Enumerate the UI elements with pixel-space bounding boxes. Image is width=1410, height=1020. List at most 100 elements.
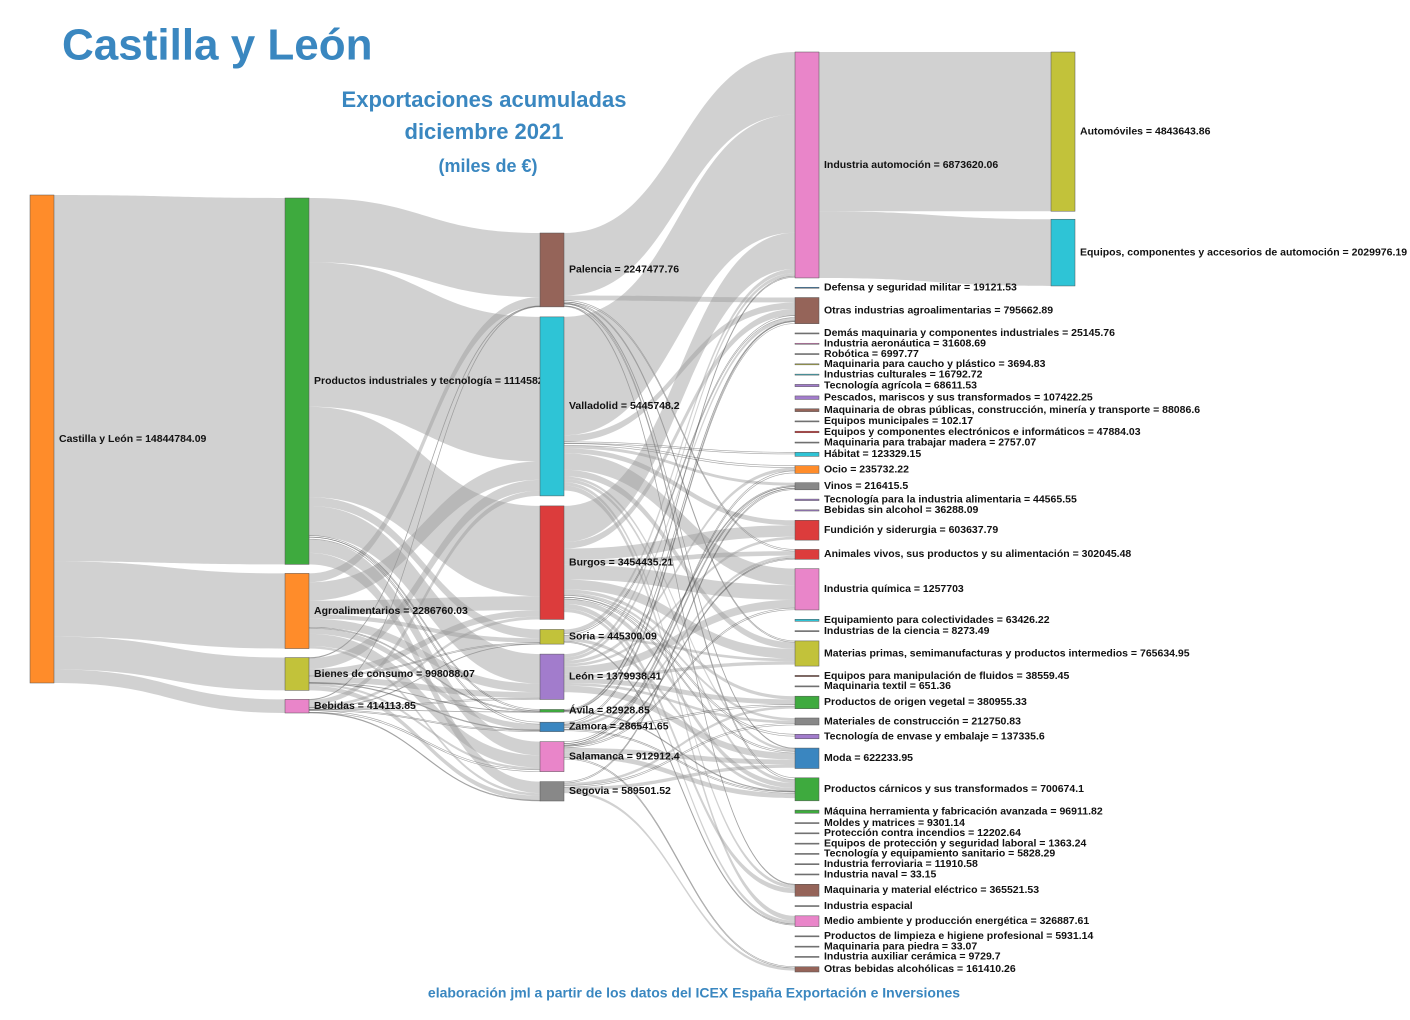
link <box>309 539 540 756</box>
node <box>539 629 565 645</box>
link <box>564 589 795 700</box>
node <box>794 498 820 501</box>
units-label: (miles de €) <box>438 156 537 176</box>
node-label: Defensa y seguridad militar = 19121.53 <box>824 282 1017 294</box>
node-label: Productos de limpieza e higiene profesio… <box>824 930 1093 942</box>
node-label: Industria química = 1257703 <box>824 583 964 595</box>
chart-title: Castilla y León <box>62 21 373 70</box>
node <box>539 232 565 308</box>
link <box>309 406 540 597</box>
link <box>564 476 795 752</box>
node-label: Industria espacial <box>824 900 913 912</box>
node-label: Industria automoción = 6873620.06 <box>824 159 998 171</box>
node <box>539 781 565 802</box>
link <box>564 603 795 894</box>
node <box>794 956 820 958</box>
node-label: Ávila = 82928.85 <box>569 704 650 717</box>
node <box>284 699 310 714</box>
node-label: Moda = 622233.95 <box>824 752 913 764</box>
link <box>564 764 795 791</box>
link <box>564 790 795 971</box>
link <box>309 497 540 639</box>
node <box>794 747 820 769</box>
node <box>794 353 820 355</box>
nodes: Castilla y León = 14844784.09 Productos i… <box>29 51 1407 975</box>
link <box>54 195 285 565</box>
link <box>564 564 795 600</box>
link <box>309 614 540 643</box>
node-label: Bebidas sin alcohol = 36288.09 <box>824 504 979 516</box>
node-label: Valladolid = 5445748.2 <box>569 400 680 412</box>
node-label: Productos cárnicos y sus transformados =… <box>824 783 1084 795</box>
link <box>564 579 795 659</box>
node-label: Bebidas = 414113.85 <box>314 700 416 712</box>
link <box>54 669 285 713</box>
node <box>284 197 310 565</box>
link <box>564 485 795 921</box>
node <box>1050 218 1076 287</box>
node-label: Máquina herramienta y fabricación avanza… <box>824 805 1103 817</box>
link <box>564 536 795 667</box>
node <box>794 809 820 814</box>
node-label: Industrias de la ciencia = 8273.49 <box>824 625 990 637</box>
node-label: Protección contra incendios = 12202.64 <box>824 827 1021 839</box>
node <box>794 373 820 376</box>
node-label: Tecnología y equipamiento sanitario = 58… <box>824 848 1055 860</box>
node <box>794 482 820 491</box>
node-label: Equipos municipales = 102.17 <box>824 415 973 427</box>
link <box>564 482 795 889</box>
node <box>794 945 820 948</box>
node-label: Tecnología de envase y embalaje = 137335… <box>824 730 1045 742</box>
node-label: Maquinaria textil = 651.36 <box>824 680 951 692</box>
node <box>794 822 820 824</box>
link <box>564 747 795 765</box>
node <box>29 194 55 684</box>
node <box>794 549 820 560</box>
node <box>539 653 565 700</box>
node-label: Tecnología agrícola = 68611.53 <box>824 379 977 391</box>
link <box>564 309 795 549</box>
link <box>564 752 795 799</box>
chart-subtitle: diciembre 2021 <box>405 119 564 144</box>
node-label: Fundición y siderurgia = 603637.79 <box>824 524 998 536</box>
node <box>539 709 565 713</box>
link <box>564 685 795 760</box>
link <box>309 633 540 768</box>
link <box>564 635 795 662</box>
node <box>794 640 820 667</box>
node-label: Castilla y León = 14844784.09 <box>59 433 207 445</box>
node-label: Medio ambiente y producción energética =… <box>824 915 1089 927</box>
node <box>794 853 820 855</box>
node-label: Equipos y componentes electrónicos e inf… <box>824 426 1141 438</box>
link <box>309 683 540 770</box>
node <box>794 384 820 387</box>
link <box>309 262 540 462</box>
node-label: Zamora = 286541.65 <box>569 721 669 733</box>
node-label: Equipos de protección y seguridad labora… <box>824 837 1086 849</box>
node-label: Otras industrias agroalimentarias = 7956… <box>824 304 1053 316</box>
link <box>54 636 285 691</box>
node-label: Industria ferroviaria = 11910.58 <box>824 858 978 870</box>
link <box>564 551 795 565</box>
link <box>564 52 795 296</box>
node <box>794 884 820 897</box>
node-label: Salamanca = 912912.4 <box>569 750 680 762</box>
node <box>794 777 820 802</box>
link <box>309 616 540 708</box>
link <box>54 561 285 649</box>
node <box>794 363 820 366</box>
link <box>564 272 795 658</box>
node <box>284 573 310 649</box>
node-label: Robótica = 6997.77 <box>824 348 919 360</box>
node-label: Maquinaria de obras públicas, construcci… <box>824 404 1200 416</box>
link <box>564 448 795 526</box>
node <box>794 509 820 512</box>
node <box>794 966 820 973</box>
node <box>794 465 820 474</box>
link <box>564 678 795 705</box>
node <box>794 520 820 541</box>
node <box>794 717 820 726</box>
link <box>564 467 795 664</box>
node <box>794 842 820 845</box>
